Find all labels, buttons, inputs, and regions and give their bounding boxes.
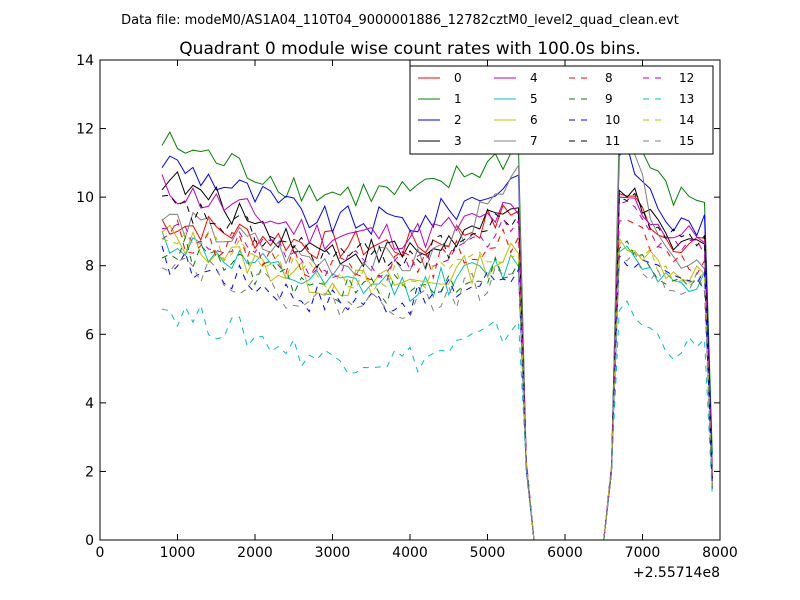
- x-offset-label: +2.55714e8: [633, 565, 720, 581]
- series-line-12: [161, 200, 713, 540]
- legend-label-6: 6: [530, 113, 538, 127]
- series-line-15: [161, 251, 713, 540]
- x-tick-label: 5000: [470, 545, 506, 561]
- y-tick-label: 14: [76, 53, 94, 69]
- series-line-1: [161, 123, 713, 540]
- series-line-5: [161, 230, 713, 540]
- legend-label-10: 10: [605, 113, 620, 127]
- legend-label-15: 15: [679, 134, 694, 148]
- legend-label-5: 5: [530, 92, 538, 106]
- x-tick-label: 7000: [625, 545, 661, 561]
- x-tick-label: 2000: [237, 545, 273, 561]
- chart-title: Quadrant 0 module wise count rates with …: [179, 39, 640, 59]
- series-line-8: [161, 219, 713, 540]
- series-line-3: [161, 170, 713, 540]
- legend-label-9: 9: [605, 92, 613, 106]
- series-line-4: [161, 174, 713, 540]
- series-line-13: [161, 300, 713, 540]
- legend-label-3: 3: [454, 134, 462, 148]
- y-tick-label: 12: [76, 122, 94, 138]
- series-layer: [161, 123, 713, 540]
- y-tick-label: 2: [85, 464, 94, 480]
- legend-label-7: 7: [530, 134, 538, 148]
- y-tick-label: 8: [85, 259, 94, 275]
- legend-label-14: 14: [679, 113, 694, 127]
- legend-label-13: 13: [679, 92, 694, 106]
- series-line-6: [161, 224, 713, 540]
- legend-box: [409, 65, 714, 155]
- legend-label-0: 0: [454, 71, 462, 85]
- series-line-7: [161, 144, 713, 540]
- y-tick-label: 6: [85, 327, 94, 343]
- axis-ticks: 0 1000 2000 3000 4000 5000 6000 7000 80000246810…: [76, 53, 738, 561]
- legend-label-4: 4: [530, 71, 538, 85]
- y-tick-label: 0: [85, 533, 94, 549]
- legend-label-12: 12: [679, 71, 694, 85]
- chart-suptitle: Data file: modeM0/AS1A04_110T04_90000018…: [121, 13, 679, 28]
- x-tick-label: 6000: [547, 545, 583, 561]
- legend-label-2: 2: [454, 113, 462, 127]
- x-tick-label: 8000: [702, 545, 738, 561]
- legend-label-1: 1: [454, 92, 462, 106]
- series-line-14: [161, 230, 713, 540]
- series-line-2: [161, 144, 713, 540]
- x-tick-label: 1000: [160, 545, 196, 561]
- y-tick-label: 10: [76, 190, 94, 206]
- y-tick-label: 4: [85, 396, 94, 412]
- x-tick-label: 0: [96, 545, 105, 561]
- series-line-11: [161, 192, 713, 540]
- x-tick-label: 3000: [315, 545, 351, 561]
- legend-label-11: 11: [605, 134, 620, 148]
- x-tick-label: 4000: [392, 545, 428, 561]
- legend-label-8: 8: [605, 71, 613, 85]
- series-line-9: [161, 235, 713, 540]
- series-line-0: [161, 193, 713, 540]
